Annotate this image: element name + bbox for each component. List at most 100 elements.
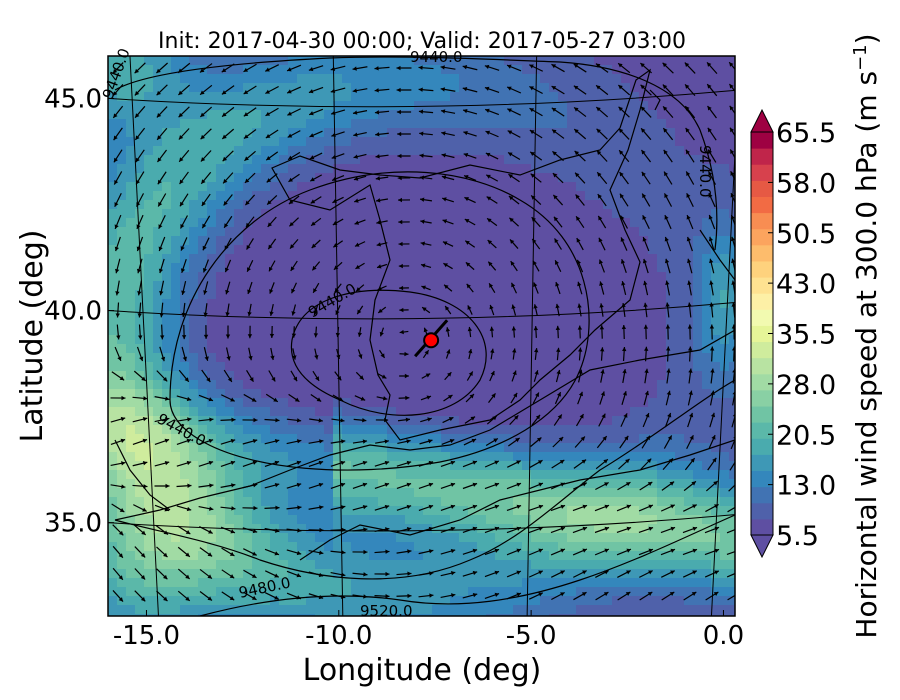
field-cell: [180, 542, 190, 552]
field-cell: [216, 317, 226, 327]
field-cell: [360, 317, 370, 327]
field-cell: [288, 317, 298, 327]
field-cell: [414, 299, 424, 309]
field-cell: [513, 272, 523, 282]
field-cell: [324, 506, 334, 516]
field-cell: [729, 488, 735, 498]
wind-vector: [729, 127, 735, 137]
field-cell: [189, 407, 199, 417]
wind-vector: [397, 197, 411, 203]
field-cell: [234, 416, 244, 426]
wind-vector: [462, 86, 478, 93]
field-cell: [495, 443, 505, 453]
wind-vector-head: [396, 87, 401, 93]
field-cell: [306, 488, 316, 498]
field-cell: [576, 290, 586, 300]
field-cell: [153, 299, 163, 309]
field-cell: [558, 488, 568, 498]
field-cell: [576, 596, 586, 606]
field-cell: [459, 299, 469, 309]
field-cell: [270, 578, 280, 588]
field-cell: [513, 398, 523, 408]
field-cell: [657, 245, 667, 255]
field-cell: [666, 65, 676, 75]
field-cell: [387, 155, 397, 165]
field-cell: [621, 560, 631, 570]
field-cell: [576, 254, 586, 264]
field-cell: [306, 299, 316, 309]
field-cell: [414, 146, 424, 156]
field-cell: [333, 272, 343, 282]
field-cell: [675, 443, 685, 453]
field-cell: [117, 155, 127, 165]
field-cell: [630, 515, 640, 525]
field-cell: [180, 551, 190, 561]
field-cell: [414, 236, 424, 246]
field-cell: [144, 245, 154, 255]
field-cell: [387, 200, 397, 210]
field-cell: [261, 254, 271, 264]
field-cell: [459, 344, 469, 354]
wind-vector-head: [156, 113, 162, 118]
field-cell: [288, 56, 298, 66]
wind-vector: [179, 193, 189, 207]
field-cell: [369, 362, 379, 372]
field-cell: [558, 101, 568, 111]
field-cell: [153, 515, 163, 525]
field-cell: [225, 110, 235, 120]
field-cell: [171, 362, 181, 372]
field-cell: [639, 308, 649, 318]
field-cell: [171, 56, 181, 66]
field-cell: [711, 515, 721, 525]
wind-vector-head: [178, 90, 183, 95]
field-cell: [657, 227, 667, 237]
field-cell: [504, 515, 514, 525]
field-cell: [126, 479, 136, 489]
field-cell: [549, 416, 559, 426]
field-cell: [612, 434, 622, 444]
field-cell: [261, 434, 271, 444]
field-cell: [540, 74, 550, 84]
field-cell: [369, 596, 379, 606]
field-cell: [477, 236, 487, 246]
field-cell: [414, 290, 424, 300]
field-cell: [675, 281, 685, 291]
field-cell: [189, 101, 199, 111]
field-cell: [198, 308, 208, 318]
field-cell: [558, 443, 568, 453]
field-cell: [441, 461, 451, 471]
field-cell: [612, 416, 622, 426]
field-cell: [702, 245, 712, 255]
field-cell: [234, 164, 244, 174]
field-cell: [216, 551, 226, 561]
field-cell: [585, 506, 595, 516]
field-cell: [657, 533, 667, 543]
field-cell: [297, 398, 307, 408]
field-cell: [720, 128, 730, 138]
field-cell: [288, 209, 298, 219]
field-cell: [468, 434, 478, 444]
field-cell: [549, 281, 559, 291]
field-cell: [243, 335, 253, 345]
field-cell: [675, 83, 685, 93]
field-cell: [126, 209, 136, 219]
field-cell: [711, 56, 721, 66]
field-cell: [261, 119, 271, 129]
field-cell: [162, 353, 172, 363]
field-cell: [180, 479, 190, 489]
field-cell: [603, 416, 613, 426]
field-cell: [585, 497, 595, 507]
field-cell: [108, 317, 118, 327]
field-cell: [414, 317, 424, 327]
wind-vector-head: [200, 134, 206, 140]
field-cell: [468, 227, 478, 237]
wind-vector: [201, 193, 211, 207]
field-cell: [495, 218, 505, 228]
field-cell: [702, 164, 712, 174]
field-cell: [693, 209, 703, 219]
field-cell: [288, 434, 298, 444]
field-cell: [495, 83, 505, 93]
field-cell: [567, 92, 577, 102]
field-cell: [702, 452, 712, 462]
field-cell: [711, 452, 721, 462]
